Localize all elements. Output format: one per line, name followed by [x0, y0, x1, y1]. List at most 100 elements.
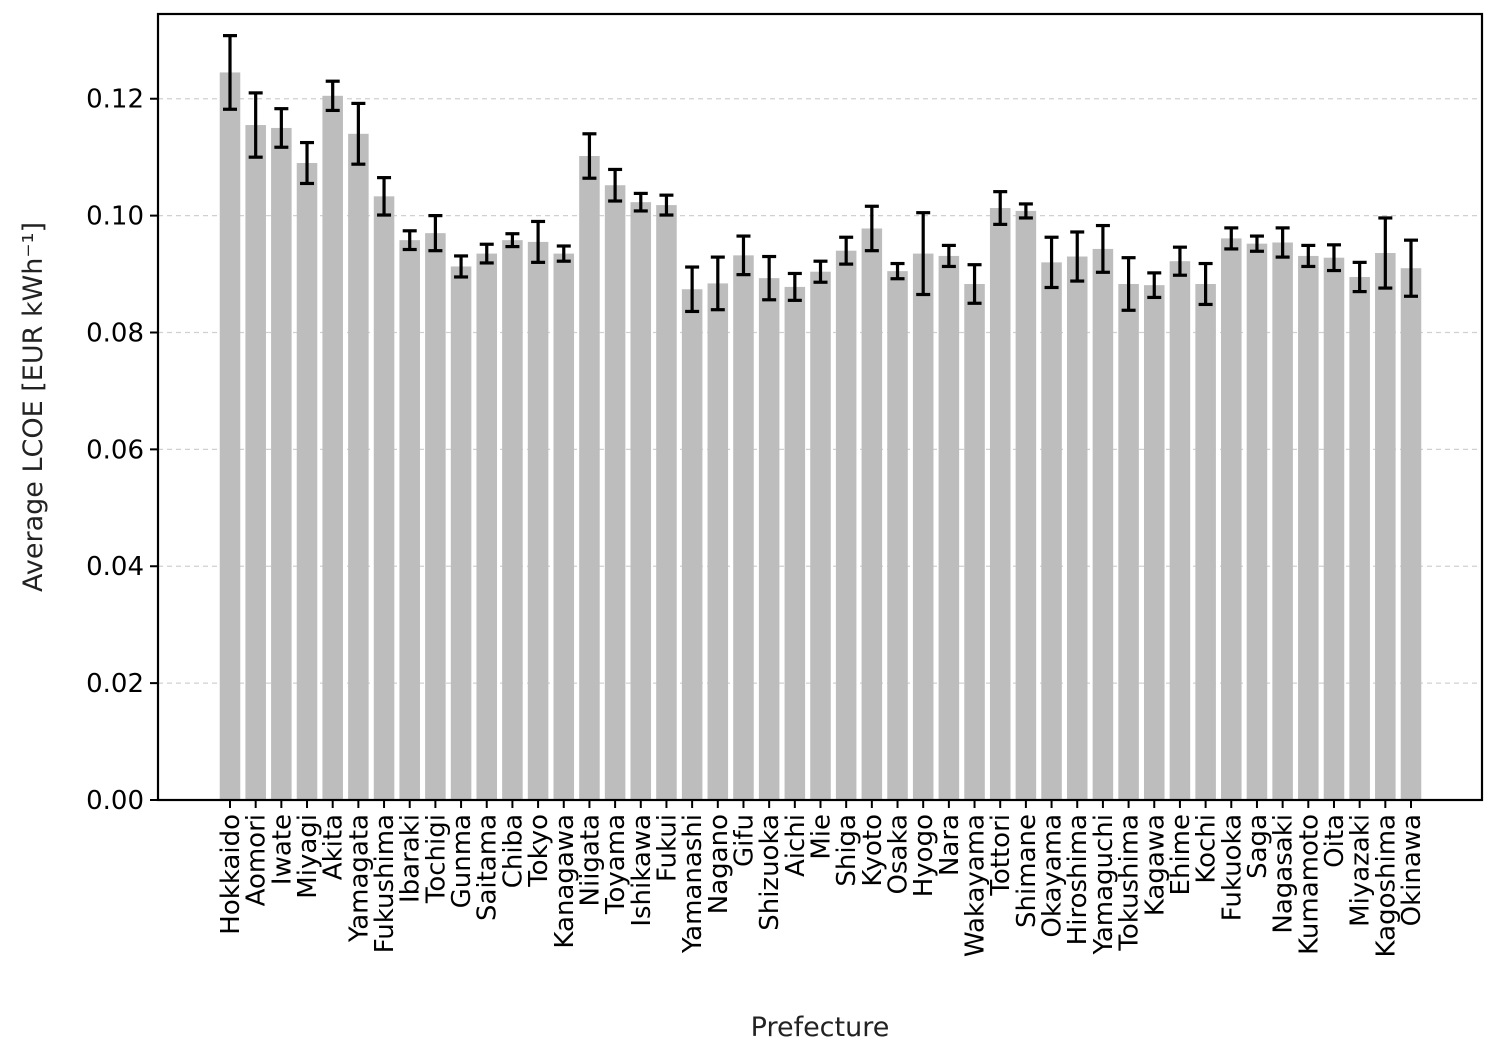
x-tick-label: Okinawa	[1397, 814, 1427, 926]
bar-ishikawa	[630, 202, 652, 800]
x-tick-label: Ibaraki	[396, 814, 426, 903]
y-axis-label: Average LCOE [EUR kWh⁻¹]	[18, 222, 49, 592]
x-tick-label: Kagawa	[1140, 814, 1170, 916]
bar-kagoshima	[1375, 253, 1396, 800]
x-tick-label: Fukushima	[370, 814, 400, 953]
x-tick-label: Gifu	[729, 814, 759, 867]
x-tick-label: Mie	[807, 814, 837, 860]
error-bar-aomori	[248, 91, 263, 159]
bar-miyagi	[296, 163, 318, 801]
bar-nara	[938, 255, 960, 801]
x-tick-label: Yamaguchi	[1089, 814, 1119, 955]
x-tick-label: Okayama	[1038, 814, 1068, 938]
error-bar-yamagata	[351, 101, 366, 166]
bar-shimane	[1015, 210, 1037, 800]
error-bar-kagawa	[1147, 271, 1162, 300]
bar-hiroshima	[1066, 256, 1088, 800]
bar-gunma	[450, 266, 472, 800]
x-tick-label: Shiga	[832, 814, 862, 887]
x-tick-label: Tochigi	[421, 814, 451, 904]
x-axis-label: Prefecture	[751, 1012, 890, 1043]
error-bars	[223, 34, 1418, 314]
bar-kochi	[1195, 283, 1216, 801]
bar-yamanashi	[681, 289, 703, 800]
bar-tokyo	[527, 241, 549, 801]
bar-osaka	[887, 271, 908, 800]
x-tick-label: Shimane	[1012, 814, 1042, 928]
bar-hokkaido	[219, 72, 241, 800]
x-tick-label: Oita	[1320, 814, 1350, 868]
error-bar-ehime	[1172, 245, 1187, 277]
bar-gifu	[733, 255, 754, 800]
error-bar-chiba	[505, 232, 520, 249]
error-bar-kyoto	[864, 204, 879, 253]
bar-toyama	[604, 185, 626, 800]
x-tick-label: Hiroshima	[1063, 814, 1093, 945]
x-tick-label: Aomori	[242, 814, 272, 906]
bar-niigata	[579, 156, 600, 800]
error-bar-shimane	[1018, 202, 1033, 220]
x-tick-label: Kyoto	[858, 814, 888, 887]
bar-ibaraki	[399, 240, 420, 801]
bar-chiba	[502, 240, 523, 801]
bar-ehime	[1169, 261, 1191, 800]
error-bar-toyama	[608, 167, 623, 203]
bar-tokushima	[1118, 283, 1139, 801]
error-bar-osaka	[890, 261, 905, 281]
bar-aomori	[245, 125, 266, 801]
x-tick-label: Yamagata	[344, 814, 374, 943]
error-bar-niigata	[582, 132, 597, 180]
error-bar-okayama	[1044, 235, 1059, 290]
x-tick-label: Hyogo	[909, 814, 939, 897]
bar-oita	[1323, 257, 1345, 800]
bar-wakayama	[964, 283, 985, 801]
error-bar-hiroshima	[1070, 230, 1085, 283]
x-tick-label: Wakayama	[961, 814, 991, 957]
error-bar-nagasaki	[1275, 226, 1290, 259]
error-bar-shiga	[839, 235, 854, 266]
bar-fukuoka	[1221, 238, 1242, 800]
error-bar-fukushima	[377, 176, 392, 217]
error-bar-iwate	[274, 107, 289, 149]
x-tick-label: Saga	[1243, 814, 1273, 879]
error-bar-miyazaki	[1352, 260, 1367, 294]
bar-tottori	[989, 208, 1011, 800]
x-tick-label: Tokyo	[524, 814, 554, 888]
x-tick-label: Toyama	[601, 814, 631, 915]
error-bar-ibaraki	[402, 229, 417, 252]
x-tick-label: Akita	[319, 814, 349, 880]
bar-kyoto	[861, 228, 883, 800]
x-tick-label: Nagasaki	[1269, 814, 1299, 934]
y-tick-label: 0.06	[86, 435, 144, 465]
x-tick-label: Ehime	[1166, 814, 1196, 895]
error-bar-tottori	[993, 190, 1008, 226]
x-tick-label: Shizuoka	[755, 814, 785, 931]
bar-okinawa	[1400, 268, 1422, 800]
x-tick-label: Tottori	[986, 814, 1016, 897]
bar-kagawa	[1143, 285, 1165, 800]
error-bar-tokushima	[1121, 256, 1136, 312]
error-bar-shizuoka	[762, 254, 777, 302]
error-bar-fukui	[659, 193, 674, 217]
error-bar-akita	[325, 79, 340, 113]
x-tick-label: Nara	[935, 814, 965, 876]
error-bar-miyagi	[300, 140, 315, 186]
error-bar-hyogo	[916, 211, 931, 297]
x-tick-label: Ishikawa	[627, 814, 657, 927]
error-bar-kumamoto	[1301, 243, 1316, 269]
bar-okayama	[1041, 262, 1062, 800]
x-tick-label: Iwate	[267, 814, 297, 885]
x-tick-label: Gunma	[447, 814, 477, 908]
y-tick-label: 0.10	[86, 202, 144, 232]
error-bar-saga	[1249, 234, 1264, 253]
x-tick-label: Hokkaido	[216, 814, 246, 935]
y-tick-label: 0.08	[86, 318, 144, 348]
x-tick-label: Tokushima	[1115, 814, 1145, 952]
error-bar-fukuoka	[1224, 226, 1239, 251]
x-tick-label: Kochi	[1192, 814, 1222, 884]
bar-fukui	[656, 205, 677, 800]
error-bar-aichi	[787, 271, 802, 302]
bar-fukushima	[373, 196, 395, 801]
y-tick-label: 0.12	[86, 85, 144, 115]
